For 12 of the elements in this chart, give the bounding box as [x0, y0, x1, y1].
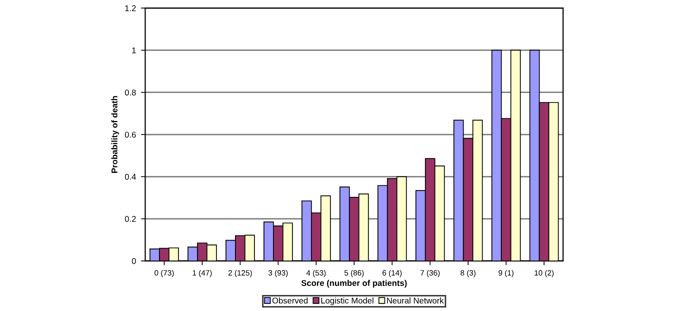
legend-label: Neural Network: [387, 297, 444, 304]
y-tick-label: 1: [132, 48, 136, 54]
y-tick-label: 0.4: [124, 174, 136, 180]
x-axis-title: Score (number of patients): [301, 280, 407, 288]
y-tick-label: 1.2: [125, 5, 136, 12]
y-tick-label: 0.6: [124, 132, 136, 138]
y-tick-label: 0.2: [124, 216, 136, 222]
y-axis-title: Probability of death: [111, 96, 120, 173]
legend-label: Logistic Model: [321, 297, 374, 306]
legend-label: Observed: [272, 297, 308, 304]
y-tick-label: 0: [132, 258, 136, 264]
y-tick-label: 0.8: [124, 90, 136, 96]
